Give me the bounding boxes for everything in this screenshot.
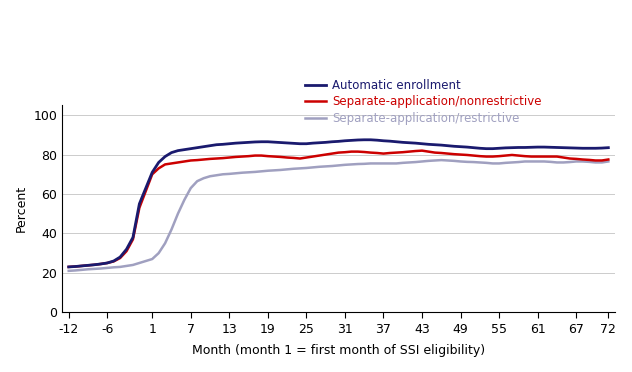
Separate-application/nonrestrictive (309, 154, 317, 159)
Separate-application/restrictive (65, 269, 73, 273)
Separate-application/nonrestrictive (482, 154, 490, 159)
Line: Separate-application/nonrestrictive: Separate-application/nonrestrictive (69, 151, 609, 267)
Separate-application/nonrestrictive (97, 262, 105, 266)
Separate-application/nonrestrictive (418, 148, 426, 153)
Separate-application/restrictive (335, 163, 343, 168)
Separate-application/nonrestrictive (508, 153, 516, 157)
Automatic enrollment (65, 265, 73, 269)
Separate-application/restrictive (482, 161, 490, 165)
Separate-application/restrictive (508, 160, 516, 165)
Line: Separate-application/restrictive: Separate-application/restrictive (69, 160, 609, 271)
Legend: Automatic enrollment, Separate-application/nonrestrictive, Separate-application/: Automatic enrollment, Separate-applicati… (300, 74, 546, 129)
Automatic enrollment (482, 147, 490, 151)
X-axis label: Month (month 1 = first month of SSI eligibility): Month (month 1 = first month of SSI elig… (192, 344, 485, 357)
Automatic enrollment (335, 139, 343, 144)
Separate-application/nonrestrictive (335, 150, 343, 155)
Separate-application/restrictive (309, 165, 317, 170)
Separate-application/restrictive (97, 266, 105, 271)
Line: Automatic enrollment: Automatic enrollment (69, 140, 609, 267)
Automatic enrollment (605, 145, 612, 150)
Automatic enrollment (309, 141, 317, 145)
Separate-application/restrictive (437, 158, 445, 162)
Separate-application/nonrestrictive (71, 264, 79, 269)
Separate-application/restrictive (71, 268, 79, 273)
Automatic enrollment (360, 138, 368, 142)
Automatic enrollment (97, 262, 105, 266)
Automatic enrollment (71, 264, 79, 269)
Separate-application/restrictive (605, 159, 612, 164)
Automatic enrollment (508, 145, 516, 150)
Separate-application/nonrestrictive (605, 157, 612, 162)
Separate-application/nonrestrictive (65, 265, 73, 269)
Y-axis label: Percent: Percent (15, 185, 28, 232)
